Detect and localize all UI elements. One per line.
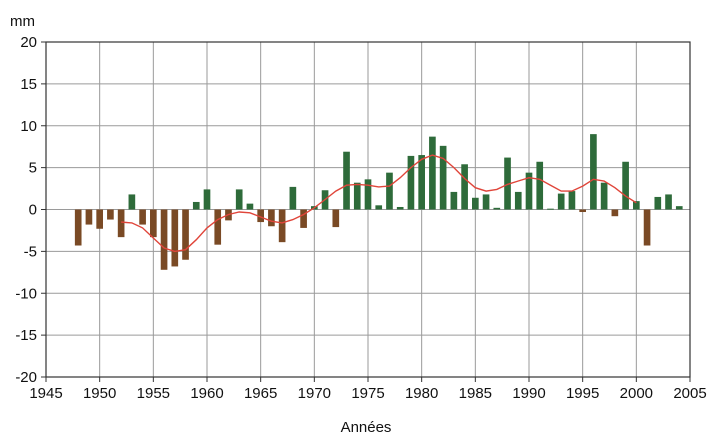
smooth-line-layer — [121, 154, 637, 253]
bar — [536, 161, 544, 210]
x-axis-label: Années — [341, 419, 392, 436]
x-tick-label: 1965 — [244, 385, 277, 402]
bar — [343, 151, 350, 210]
x-tick-label: 1990 — [512, 385, 545, 402]
y-tick-label: -10 — [15, 285, 37, 302]
x-tick-label: 1950 — [83, 385, 116, 402]
x-tick-labels: 1945 1950 1955 1960 1965 1970 1975 1980 1985 1990… — [29, 385, 706, 402]
bar — [246, 203, 254, 210]
bar — [182, 209, 189, 260]
bar — [525, 172, 533, 210]
y-tick-label: 10 — [20, 118, 37, 135]
y-tick-label: 0 — [29, 202, 37, 219]
bar — [289, 186, 297, 210]
bar — [375, 205, 383, 210]
x-tick-label: 1975 — [351, 385, 384, 402]
bar — [268, 209, 275, 227]
y-axis-label: mm — [10, 13, 35, 30]
bar — [332, 209, 340, 228]
bar — [171, 209, 179, 267]
bar — [665, 194, 672, 210]
bar — [611, 209, 619, 217]
bar — [622, 161, 629, 210]
x-tick-label: 1970 — [298, 385, 331, 402]
bar — [429, 136, 436, 210]
bar — [600, 182, 608, 210]
bars — [74, 134, 683, 270]
bar — [139, 209, 146, 225]
bar — [557, 193, 565, 210]
bar — [160, 209, 168, 270]
bar — [107, 209, 114, 220]
bar — [472, 197, 479, 210]
y-tick-label: 15 — [20, 76, 37, 93]
bar — [353, 182, 361, 210]
bar — [579, 209, 586, 213]
plot-frame — [45, 41, 691, 378]
bar — [633, 201, 640, 210]
bar — [386, 172, 393, 210]
x-tick-label: 1985 — [459, 385, 492, 402]
bar — [407, 155, 415, 210]
smooth-line — [121, 154, 637, 253]
bar — [257, 209, 264, 223]
bar — [450, 191, 458, 210]
y-tick-label: 20 — [20, 34, 37, 51]
bar — [547, 208, 554, 210]
bar — [568, 191, 576, 210]
bar — [643, 209, 651, 246]
y-tick-labels: 20 15 10 5 0 -5 -10 -15 -20 — [15, 34, 37, 386]
bar — [396, 206, 404, 210]
bar — [300, 209, 307, 228]
y-tick-label: -20 — [15, 369, 37, 386]
bar — [504, 157, 511, 210]
bar — [85, 209, 93, 225]
bar — [203, 189, 211, 210]
plot-border — [45, 41, 691, 378]
x-tick-label: 1980 — [405, 385, 438, 402]
bar — [590, 134, 597, 210]
bar — [117, 209, 125, 238]
bar — [654, 196, 662, 210]
bar — [364, 179, 372, 210]
y-tick-label: -15 — [15, 327, 37, 344]
x-tick-label: 1995 — [566, 385, 599, 402]
x-tick-label: 1960 — [190, 385, 223, 402]
y-tick-label: -5 — [24, 243, 37, 260]
bar — [128, 194, 136, 210]
bar — [482, 194, 490, 210]
bar — [493, 207, 501, 210]
bar — [74, 209, 82, 246]
bar — [150, 209, 157, 238]
bar — [461, 164, 468, 210]
x-tick-label: 1955 — [137, 385, 170, 402]
grid — [41, 41, 691, 382]
bar — [278, 209, 286, 243]
bar — [514, 191, 522, 210]
x-tick-label: 2000 — [620, 385, 653, 402]
bar — [675, 206, 683, 210]
y-tick-label: 5 — [29, 160, 37, 177]
bar — [235, 189, 243, 210]
bar — [214, 209, 222, 245]
bar — [192, 201, 200, 210]
x-tick-label: 2005 — [673, 385, 706, 402]
bar — [439, 145, 447, 210]
bar — [96, 209, 103, 229]
x-tick-label: 1945 — [29, 385, 62, 402]
bar — [418, 155, 425, 210]
